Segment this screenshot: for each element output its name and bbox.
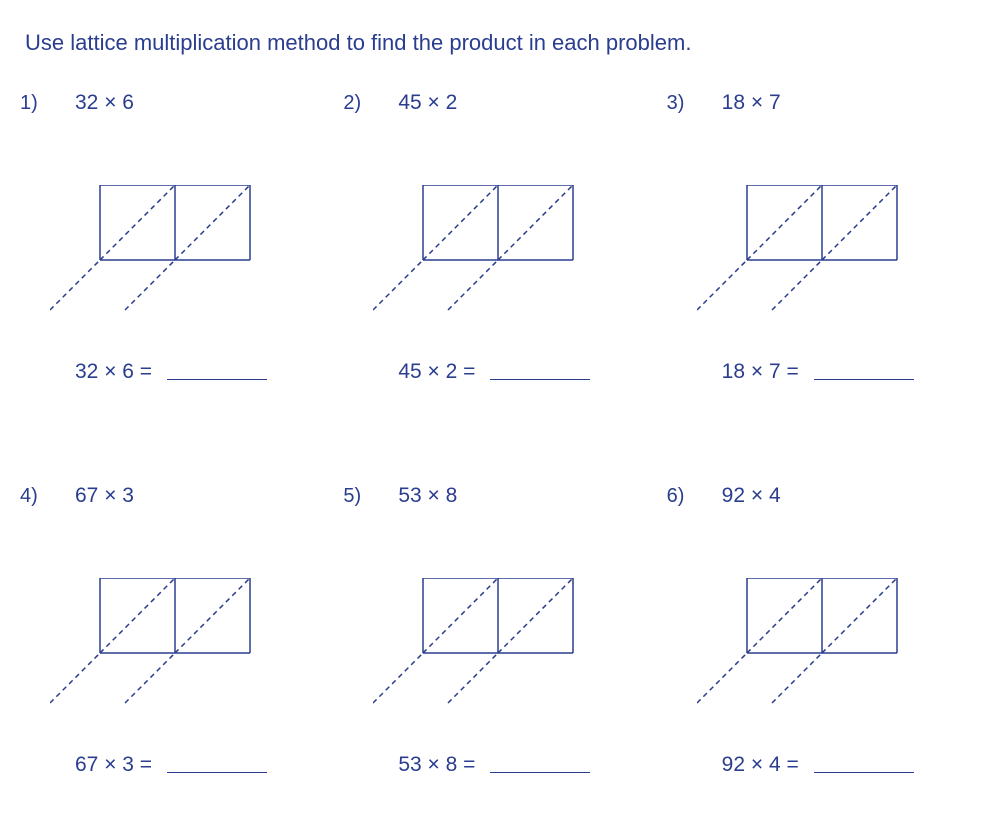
problem-expression: 53 × 8: [398, 484, 457, 508]
answer-line: 53 × 8 =: [398, 753, 656, 777]
problem-header: 6) 92 × 4: [667, 484, 980, 508]
problem-expression: 92 × 4: [722, 484, 781, 508]
problem-number: 6): [667, 485, 692, 508]
answer-expression: 67 × 3 =: [75, 753, 152, 777]
lattice-diagram: [697, 185, 980, 320]
problem-number: 2): [343, 92, 368, 115]
problem-header: 1) 32 × 6: [20, 91, 333, 115]
problem-header: 2) 45 × 2: [343, 91, 656, 115]
lattice-diagram: [373, 185, 656, 320]
problem-2: 2) 45 × 2 45 × 2 =: [343, 91, 656, 384]
lattice-diagram: [50, 185, 333, 320]
answer-line: 32 × 6 =: [75, 360, 333, 384]
problem-number: 1): [20, 92, 45, 115]
answer-line: 45 × 2 =: [398, 360, 656, 384]
problem-header: 5) 53 × 8: [343, 484, 656, 508]
lattice-diagram: [373, 578, 656, 713]
answer-blank[interactable]: [167, 379, 267, 380]
answer-blank[interactable]: [814, 379, 914, 380]
lattice-svg: [697, 185, 902, 315]
problem-6: 6) 92 × 4 92 × 4 =: [667, 484, 980, 777]
answer-blank[interactable]: [490, 379, 590, 380]
answer-expression: 45 × 2 =: [398, 360, 475, 384]
lattice-svg: [50, 578, 255, 708]
answer-expression: 92 × 4 =: [722, 753, 799, 777]
problem-number: 4): [20, 485, 45, 508]
problem-expression: 45 × 2: [398, 91, 457, 115]
lattice-svg: [697, 578, 902, 708]
problem-5: 5) 53 × 8 53 × 8 =: [343, 484, 656, 777]
instruction-text: Use lattice multiplication method to fin…: [20, 30, 980, 56]
lattice-svg: [50, 185, 255, 315]
answer-line: 67 × 3 =: [75, 753, 333, 777]
problem-expression: 32 × 6: [75, 91, 134, 115]
lattice-svg: [373, 578, 578, 708]
problem-3: 3) 18 × 7 18 × 7 =: [667, 91, 980, 384]
problem-4: 4) 67 × 3 67 × 3 =: [20, 484, 333, 777]
answer-blank[interactable]: [814, 772, 914, 773]
lattice-diagram: [697, 578, 980, 713]
answer-blank[interactable]: [167, 772, 267, 773]
answer-expression: 32 × 6 =: [75, 360, 152, 384]
lattice-svg: [373, 185, 578, 315]
answer-blank[interactable]: [490, 772, 590, 773]
problem-expression: 67 × 3: [75, 484, 134, 508]
problem-number: 5): [343, 485, 368, 508]
answer-expression: 18 × 7 =: [722, 360, 799, 384]
lattice-diagram: [50, 578, 333, 713]
problem-header: 3) 18 × 7: [667, 91, 980, 115]
problem-expression: 18 × 7: [722, 91, 781, 115]
problems-grid: 1) 32 × 6 32 × 6 = 2) 45 × 2 45 × 2 = 3)…: [20, 91, 980, 777]
problem-1: 1) 32 × 6 32 × 6 =: [20, 91, 333, 384]
problem-header: 4) 67 × 3: [20, 484, 333, 508]
answer-line: 18 × 7 =: [722, 360, 980, 384]
problem-number: 3): [667, 92, 692, 115]
answer-line: 92 × 4 =: [722, 753, 980, 777]
answer-expression: 53 × 8 =: [398, 753, 475, 777]
